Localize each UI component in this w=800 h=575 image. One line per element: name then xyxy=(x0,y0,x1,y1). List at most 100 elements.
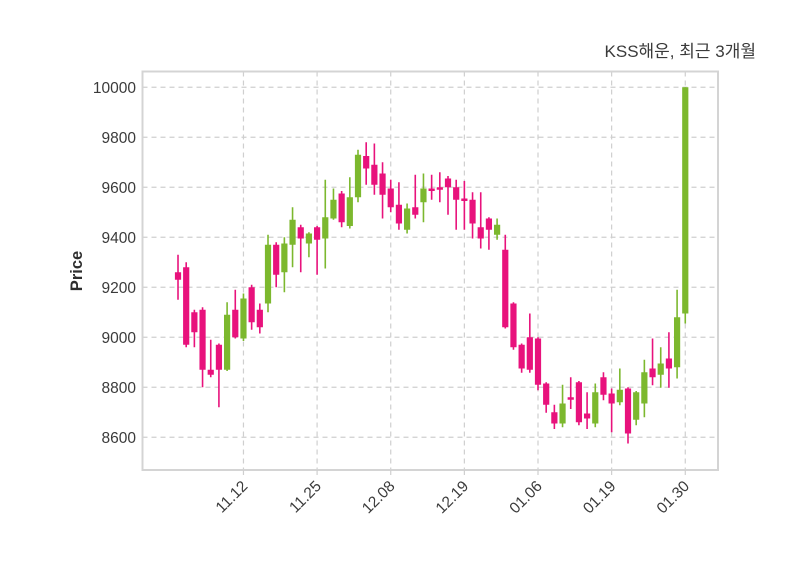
candle-body xyxy=(289,219,296,245)
candle-up xyxy=(330,188,337,220)
candle-body xyxy=(420,188,427,203)
candle-down xyxy=(363,142,370,185)
candle-down xyxy=(485,217,493,250)
y-tick-label: 10000 xyxy=(93,80,136,97)
candle-body xyxy=(183,267,190,345)
y-tick-label: 8600 xyxy=(102,430,137,447)
y-tick-label: 9000 xyxy=(102,330,137,347)
candle-body xyxy=(477,227,484,239)
candle-body xyxy=(207,369,214,375)
candle-up xyxy=(682,87,689,324)
x-tick-label: 01.06 xyxy=(506,478,545,517)
candle-up xyxy=(633,391,640,426)
candle-body xyxy=(174,272,182,280)
candle-body xyxy=(543,383,550,405)
candle-down xyxy=(510,302,517,350)
candles-layer xyxy=(174,87,689,444)
candle-up xyxy=(616,368,623,406)
candle-down xyxy=(567,377,574,409)
candle-body xyxy=(600,377,607,395)
y-axis-ticks: 8600 8800 9000 9200 9400 9600 9800 10000 xyxy=(93,80,136,447)
candle-body xyxy=(633,392,640,420)
candle-body xyxy=(551,412,558,424)
candle-body xyxy=(583,413,591,419)
candle-down xyxy=(379,162,386,219)
candle-body xyxy=(273,244,280,275)
candle-down xyxy=(477,192,484,249)
candle-up xyxy=(592,383,599,428)
candle-down xyxy=(412,174,419,219)
x-tick-label: 12.19 xyxy=(433,478,472,517)
candle-body xyxy=(191,312,198,333)
candle-down xyxy=(248,284,255,330)
candle-down xyxy=(174,254,182,300)
candle-body xyxy=(649,368,656,378)
x-tick-label: 01.30 xyxy=(654,478,694,518)
candle-body xyxy=(305,233,313,244)
candle-up xyxy=(354,149,362,203)
candle-down xyxy=(338,191,345,228)
candle-body xyxy=(444,178,452,188)
candle-up xyxy=(305,232,313,258)
candle-body xyxy=(281,243,288,273)
candle-body xyxy=(575,382,583,423)
y-axis-label: Price xyxy=(68,251,86,291)
candle-body xyxy=(371,164,378,185)
candle-down xyxy=(461,181,468,230)
candle-body xyxy=(616,389,623,403)
candle-body xyxy=(297,227,304,239)
candle-down xyxy=(608,388,615,433)
candle-up xyxy=(641,359,648,418)
candle-down xyxy=(518,343,525,373)
candle-body xyxy=(395,204,403,224)
candle-body xyxy=(534,338,542,385)
x-axis-ticks: 11.12 11.25 12.08 12.19 01.06 01.19 01.30 xyxy=(213,470,694,518)
candle-up xyxy=(240,293,247,341)
candle-body xyxy=(379,173,386,195)
y-tick-label: 9400 xyxy=(102,230,137,247)
candle-body xyxy=(403,208,411,230)
candle-up xyxy=(403,203,411,234)
candle-body xyxy=(559,403,566,424)
candle-body xyxy=(412,207,419,215)
candle-body xyxy=(199,309,206,370)
candle-body xyxy=(436,187,443,190)
candle-down xyxy=(649,338,656,386)
candle-body xyxy=(453,187,460,200)
candle-up xyxy=(346,177,353,229)
candle-down xyxy=(600,372,607,401)
candle-down xyxy=(428,174,435,200)
candle-down xyxy=(199,307,206,388)
candle-body xyxy=(363,156,370,169)
candle-body xyxy=(469,199,476,224)
y-tick-label: 9600 xyxy=(102,180,137,197)
candle-body xyxy=(526,337,533,370)
candle-down xyxy=(543,382,550,413)
candle-body xyxy=(240,298,247,339)
candle-down xyxy=(624,387,632,444)
candle-up xyxy=(281,237,288,293)
candle-down xyxy=(297,224,304,273)
candle-body xyxy=(461,198,468,201)
candle-body xyxy=(665,358,673,369)
candle-body xyxy=(641,372,648,404)
candle-up xyxy=(559,384,566,428)
x-tick-label: 11.25 xyxy=(286,478,325,517)
candle-body xyxy=(264,244,272,304)
candle-down xyxy=(502,234,509,329)
x-tick-label: 11.12 xyxy=(213,478,252,517)
candle-down xyxy=(395,182,403,230)
candle-down xyxy=(256,303,263,334)
candle-down xyxy=(444,176,452,215)
candle-up xyxy=(673,289,681,379)
candle-body xyxy=(592,392,599,424)
candle-body xyxy=(248,287,255,323)
candle-body xyxy=(485,218,493,230)
candle-body xyxy=(682,87,689,314)
candle-body xyxy=(518,344,525,369)
candle-down xyxy=(575,381,583,426)
candle-body xyxy=(346,197,353,226)
candle-down xyxy=(534,337,542,391)
candle-down xyxy=(183,262,190,348)
